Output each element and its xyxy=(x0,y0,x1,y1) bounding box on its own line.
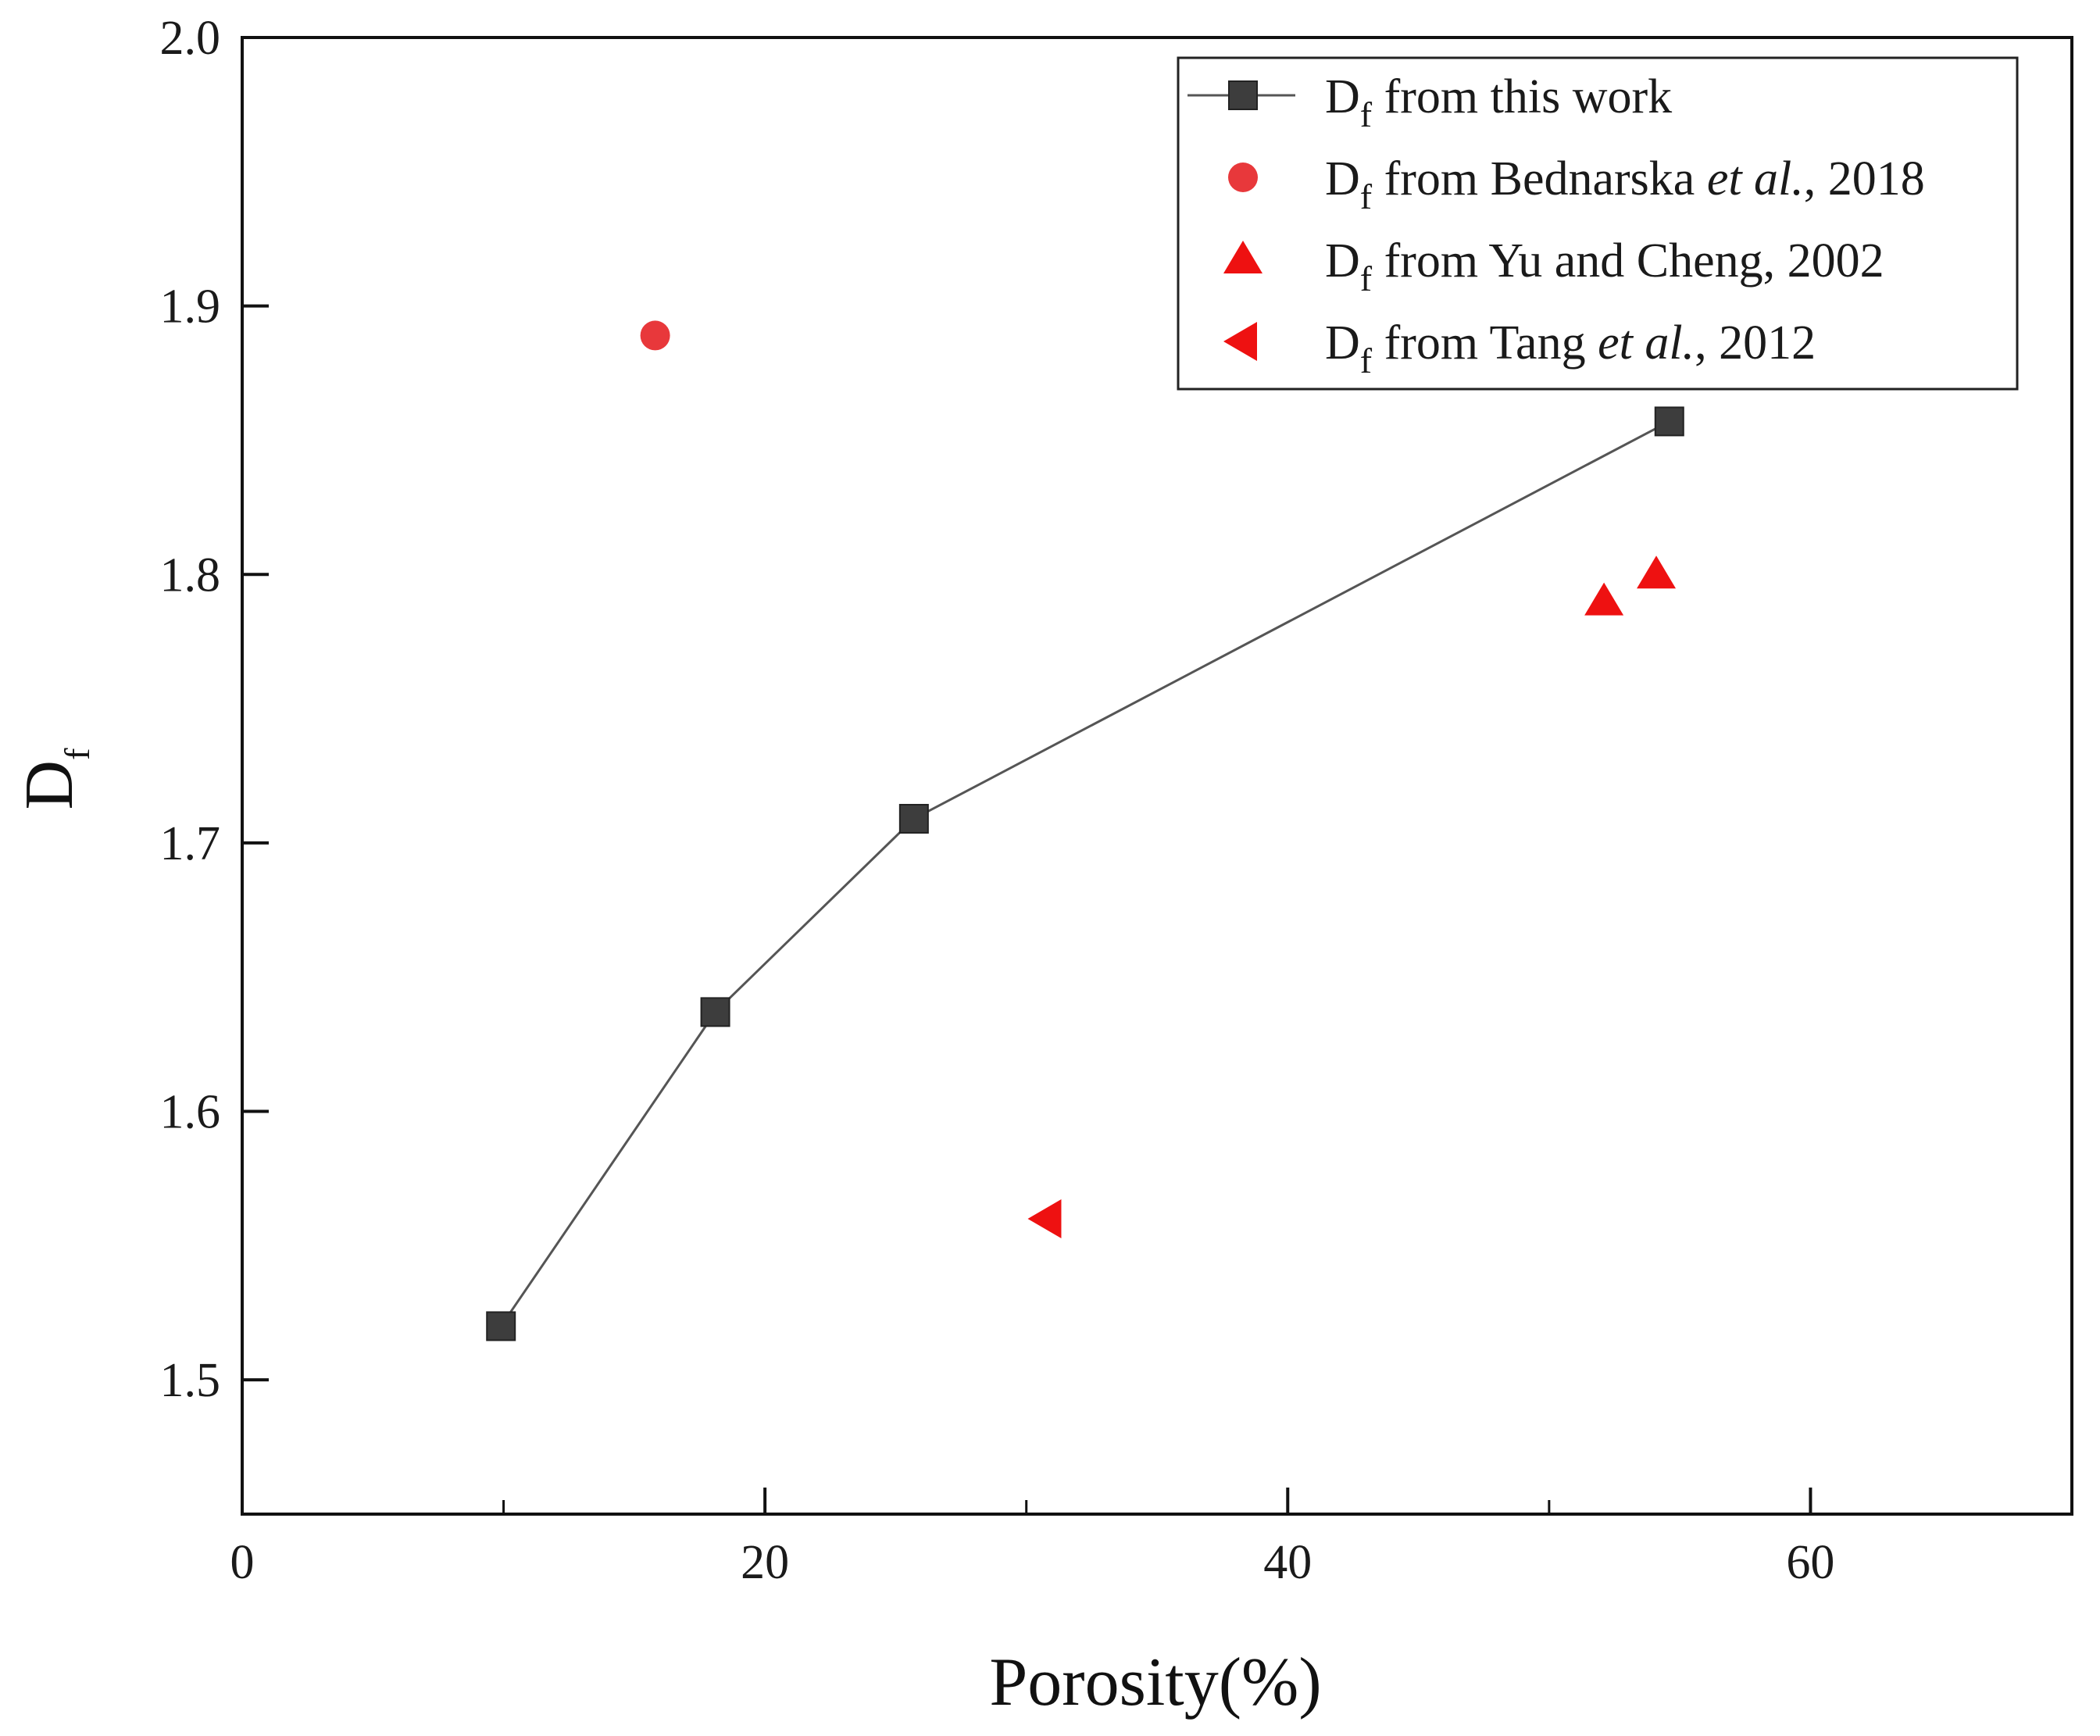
series-0 xyxy=(486,406,1684,1341)
y-tick-label: 1.8 xyxy=(160,548,221,602)
legend-marker xyxy=(1223,322,1257,361)
data-point xyxy=(640,320,670,351)
legend-item: Df from Yu and Cheng, 2002 xyxy=(1223,234,1884,298)
data-point xyxy=(700,997,730,1027)
legend-label: Df from Yu and Cheng, 2002 xyxy=(1325,234,1884,298)
series-3 xyxy=(1027,1199,1062,1238)
legend-label: Df from Tang et al., 2012 xyxy=(1325,316,1816,380)
y-axis-title: Df xyxy=(12,748,97,810)
legend-item: Df from Tang et al., 2012 xyxy=(1223,316,1816,380)
y-tick-label: 1.6 xyxy=(160,1086,221,1139)
axis-titles: Porosity(%) Df xyxy=(12,748,1322,1720)
data-point xyxy=(1584,582,1624,616)
legend-marker xyxy=(1228,80,1258,110)
plot-area xyxy=(486,320,1684,1341)
x-tick-label: 20 xyxy=(741,1536,789,1589)
legend-item: Df from Bednarska et al., 2018 xyxy=(1228,152,1925,216)
series-1 xyxy=(640,320,670,351)
data-point xyxy=(486,1311,516,1341)
y-axis-title-main: D xyxy=(12,760,88,810)
x-tick-label: 0 xyxy=(230,1536,255,1589)
axes: 0 20 40 60 1.5 1.6 1.7 1.8 1.9 2.0 xyxy=(160,12,2073,1589)
x-tick-label: 40 xyxy=(1263,1536,1312,1589)
legend-item: Df from this work xyxy=(1188,70,1672,134)
data-point xyxy=(1654,406,1684,437)
data-point xyxy=(1637,555,1677,589)
data-point xyxy=(898,803,929,834)
y-tick-label: 1.9 xyxy=(160,280,221,334)
legend-label: Df from Bednarska et al., 2018 xyxy=(1325,152,1925,216)
series-2 xyxy=(1584,555,1677,616)
y-axis-title-subscript: f xyxy=(57,748,97,760)
legend-box xyxy=(1177,56,2019,391)
svg-text:Df: Df xyxy=(12,748,97,810)
x-axis-title: Porosity(%) xyxy=(989,1645,1321,1720)
legend-label: Df from this work xyxy=(1325,70,1672,134)
y-tick-label: 2.0 xyxy=(160,12,221,65)
legend: Df from this work Df from Bednarska et al… xyxy=(1177,56,2019,391)
legend-marker xyxy=(1223,241,1262,273)
data-point xyxy=(1027,1199,1062,1238)
y-tick-label: 1.5 xyxy=(160,1354,221,1407)
plot-frame xyxy=(241,36,2073,1516)
legend-marker xyxy=(1228,163,1258,192)
x-tick-label: 60 xyxy=(1786,1536,1834,1589)
series-line xyxy=(499,420,1670,1327)
y-tick-label: 1.7 xyxy=(160,817,221,870)
